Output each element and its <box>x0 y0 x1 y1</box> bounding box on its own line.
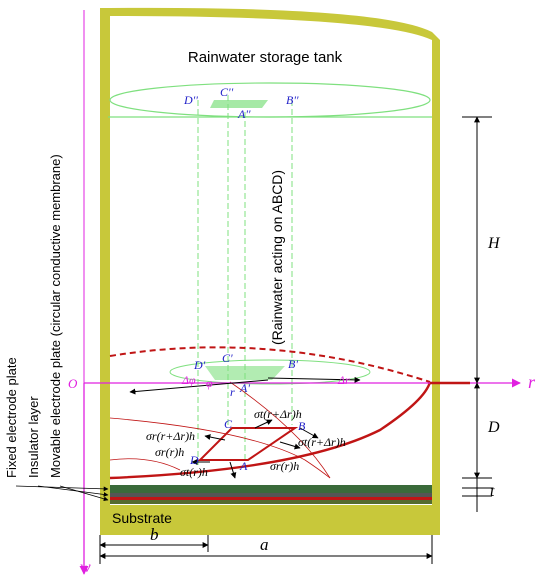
mid-water-ellipse <box>169 359 371 385</box>
sigma-t-label: σt(r)h <box>180 465 208 479</box>
insulator-layer <box>110 493 432 497</box>
side-movable-label: Movable electrode plate (circular conduc… <box>48 154 63 478</box>
arrow-st-right <box>279 441 301 450</box>
leader-insulator <box>37 485 109 497</box>
arrow-st-bottom <box>229 461 237 479</box>
el-b-label: B <box>298 419 306 433</box>
side-fixed-label: Fixed electrode plate <box>4 357 19 478</box>
el-a-label: A <box>239 459 248 473</box>
sigma-t-rdr2-label: σt(r+Δr)h <box>298 435 346 449</box>
mid-d-label: D' <box>193 358 206 372</box>
top-water-surface <box>109 82 431 118</box>
arrow-sr-top <box>254 419 273 429</box>
dim-d-label: D <box>487 419 500 436</box>
dim-t-label: t <box>490 483 495 500</box>
leader-movable <box>59 485 109 502</box>
sigma-r-left-label: σr(r)h <box>155 445 184 459</box>
mid-c-label: C' <box>222 351 233 365</box>
plate-gap <box>110 500 432 504</box>
phi-radius-right <box>267 376 361 383</box>
dim-b-label: b <box>150 525 159 544</box>
tank-left-wall <box>100 8 110 520</box>
phi-label: φ <box>206 376 213 390</box>
fixed-electrode-plate <box>110 485 432 493</box>
arrow-sr-left <box>204 434 226 441</box>
r-small-label: r <box>230 385 235 399</box>
mid-abcd-patch <box>205 366 285 380</box>
membrane-inner-1 <box>109 417 331 479</box>
top-d-label: D'' <box>183 93 198 107</box>
delta-phi-label: Δφ <box>181 373 196 387</box>
movable-plate-line <box>110 497 432 500</box>
arrow-st-top <box>299 427 319 439</box>
side-insulator-label: Insulator layer <box>26 396 41 478</box>
tank-title: Rainwater storage tank <box>188 49 343 66</box>
rain-note: (Rainwater acting on ABCD) <box>269 170 285 345</box>
axis-r-label: r <box>528 372 536 392</box>
leader-fixed <box>15 485 109 492</box>
membrane-inner-2 <box>109 458 181 471</box>
dim-h-label: H <box>487 235 501 252</box>
membrane-deflection <box>109 381 432 480</box>
top-a-label: A'' <box>237 107 251 121</box>
top-abcd-patch <box>210 100 268 108</box>
substrate-label: Substrate <box>112 510 172 526</box>
sigma-t-rdr-label: σt(r+Δr)h <box>254 407 302 421</box>
dim-a-label: a <box>260 535 269 554</box>
mid-a-label: A' <box>239 381 250 395</box>
sigma-r-rdr-label: σr(r+Δr)h <box>146 429 195 443</box>
origin-label: O <box>68 376 78 391</box>
el-c-label: C <box>224 417 233 431</box>
axis-w-label: w <box>80 559 91 576</box>
top-c-label: C'' <box>220 85 234 99</box>
sigma-r-bottom-label: σr(r)h <box>270 459 299 473</box>
membrane-inner-3 <box>229 381 331 479</box>
element-abcd <box>197 427 299 461</box>
tank-bottom <box>100 505 440 535</box>
phi-radius-left <box>129 379 269 395</box>
delta-r-label: Δr <box>337 373 350 387</box>
el-d-label: D <box>189 453 199 467</box>
mid-b-label: B' <box>288 357 298 371</box>
membrane-dashed-top <box>109 346 431 383</box>
top-b-label: B'' <box>286 93 299 107</box>
